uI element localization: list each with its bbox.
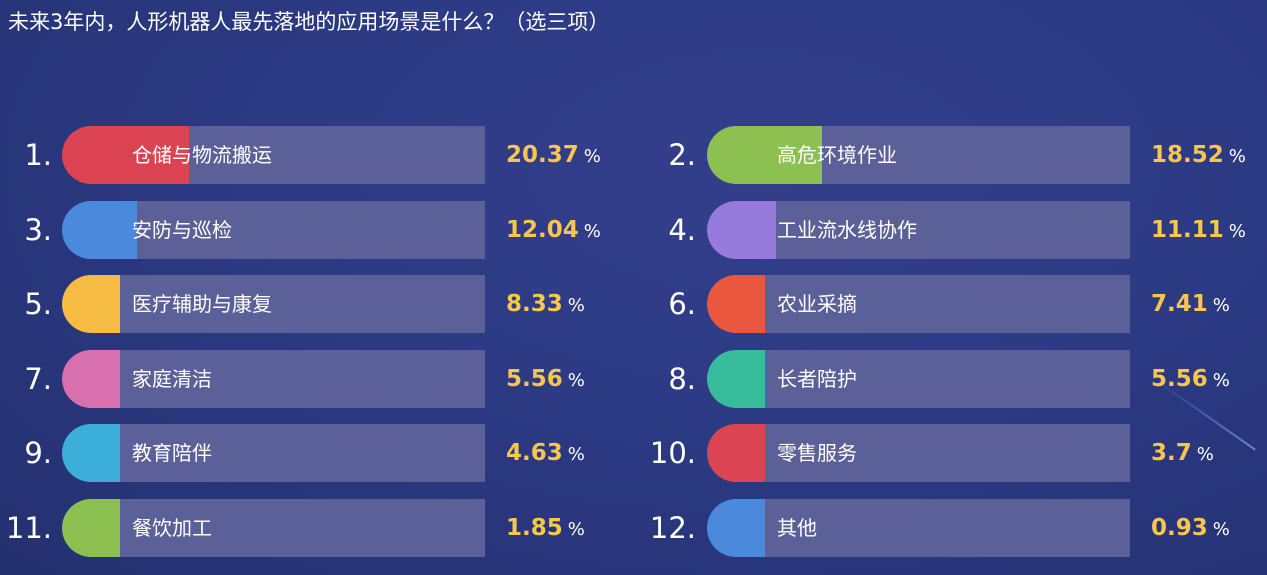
bar-fill [707, 126, 823, 184]
value-label: 3.7% [1151, 424, 1214, 482]
value-number: 3.7 [1151, 440, 1192, 466]
bar-track: 其他 [707, 499, 1130, 557]
category-label: 仓储与物流搬运 [132, 143, 272, 167]
value-unit: % [1212, 370, 1230, 391]
value-label: 20.37% [506, 126, 601, 184]
value-unit: % [1212, 519, 1230, 540]
rank-number: 9. [24, 436, 52, 470]
bar-track: 农业采摘 [707, 275, 1130, 333]
value-label: 4.63% [506, 424, 585, 482]
category-label: 高危环境作业 [777, 143, 897, 167]
bar-track: 家庭清洁 [62, 350, 485, 408]
category-label: 工业流水线协作 [777, 218, 917, 242]
rank-number: 3. [24, 213, 52, 247]
bar-fill [707, 201, 777, 259]
bar-fill [62, 350, 120, 408]
rank-number: 4. [668, 213, 696, 247]
value-label: 5.56% [1151, 350, 1230, 408]
value-unit: % [583, 221, 601, 242]
value-number: 18.52 [1151, 142, 1224, 168]
bar-track: 工业流水线协作 [707, 201, 1130, 259]
rank-number: 1. [24, 138, 52, 172]
category-label: 家庭清洁 [132, 367, 212, 391]
value-unit: % [567, 295, 585, 316]
bar-fill [62, 424, 120, 482]
value-number: 20.37 [506, 142, 579, 168]
bar-fill [707, 424, 765, 482]
bar-track: 仓储与物流搬运 [62, 126, 485, 184]
rank-number: 10. [649, 436, 696, 470]
bar-fill [62, 275, 120, 333]
value-label: 18.52% [1151, 126, 1246, 184]
bar-track: 高危环境作业 [707, 126, 1130, 184]
rank-number: 5. [24, 287, 52, 321]
rank-number: 7. [24, 362, 52, 396]
bar-track: 安防与巡检 [62, 201, 485, 259]
value-label: 1.85% [506, 499, 585, 557]
category-label: 教育陪伴 [132, 441, 212, 465]
value-unit: % [1228, 221, 1246, 242]
value-label: 8.33% [506, 275, 585, 333]
value-label: 11.11% [1151, 201, 1246, 259]
bar-fill [707, 350, 765, 408]
bar-fill [62, 499, 120, 557]
bar-track: 餐饮加工 [62, 499, 485, 557]
category-label: 零售服务 [777, 441, 857, 465]
rank-number: 8. [668, 362, 696, 396]
value-number: 11.11 [1151, 217, 1224, 243]
value-number: 7.41 [1151, 291, 1208, 317]
rank-number: 6. [668, 287, 696, 321]
value-label: 7.41% [1151, 275, 1230, 333]
bar-fill [707, 275, 765, 333]
value-unit: % [567, 370, 585, 391]
value-number: 12.04 [506, 217, 579, 243]
category-label: 其他 [777, 516, 817, 540]
rank-number: 2. [668, 138, 696, 172]
bar-track: 零售服务 [707, 424, 1130, 482]
category-label: 餐饮加工 [132, 516, 212, 540]
value-number: 5.56 [1151, 366, 1208, 392]
value-label: 5.56% [506, 350, 585, 408]
category-label: 安防与巡检 [132, 218, 232, 242]
value-unit: % [583, 146, 601, 167]
bar-track: 长者陪护 [707, 350, 1130, 408]
rank-number: 11. [5, 511, 52, 545]
value-number: 8.33 [506, 291, 563, 317]
value-unit: % [567, 444, 585, 465]
value-label: 12.04% [506, 201, 601, 259]
value-unit: % [1196, 444, 1214, 465]
value-number: 4.63 [506, 440, 563, 466]
bar-fill [62, 126, 189, 184]
bar-track: 教育陪伴 [62, 424, 485, 482]
value-unit: % [567, 519, 585, 540]
bar-fill [707, 499, 765, 557]
bar-track: 医疗辅助与康复 [62, 275, 485, 333]
category-label: 医疗辅助与康复 [132, 292, 272, 316]
chart-title: 未来3年内，人形机器人最先落地的应用场景是什么？（选三项） [8, 10, 610, 34]
value-number: 5.56 [506, 366, 563, 392]
value-unit: % [1212, 295, 1230, 316]
category-label: 长者陪护 [777, 367, 857, 391]
value-unit: % [1228, 146, 1246, 167]
value-number: 0.93 [1151, 515, 1208, 541]
value-number: 1.85 [506, 515, 563, 541]
category-label: 农业采摘 [777, 292, 857, 316]
bar-fill [62, 201, 137, 259]
value-label: 0.93% [1151, 499, 1230, 557]
rank-number: 12. [649, 511, 696, 545]
